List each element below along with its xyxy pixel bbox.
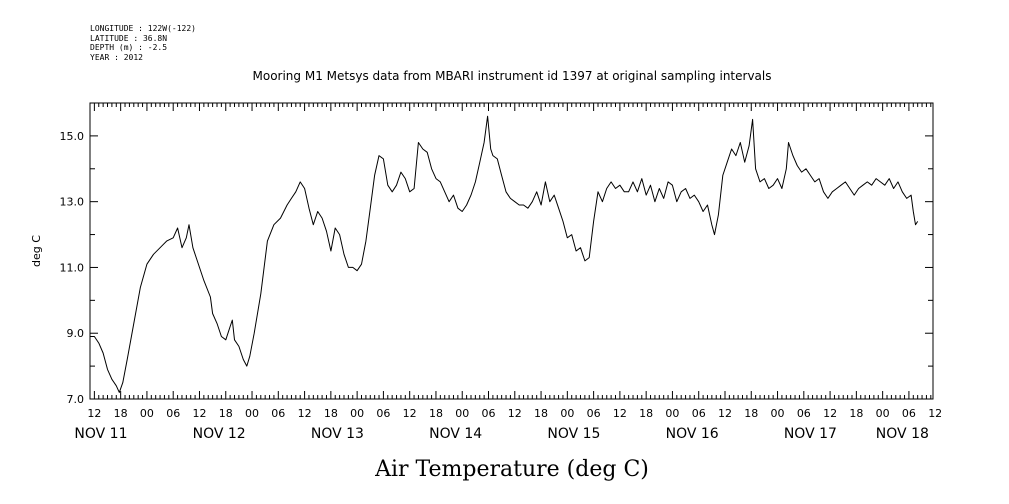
metadata-longitude: LONGITUDE : 122W(-122) — [90, 24, 196, 33]
x-tick-label: 12 — [508, 407, 522, 420]
x-tick-label: 12 — [928, 407, 942, 420]
day-label: NOV 15 — [547, 426, 600, 442]
day-label: NOV 18 — [876, 426, 929, 442]
x-tick-label: 18 — [744, 407, 758, 420]
day-label: NOV 16 — [666, 426, 719, 442]
y-tick-label: 9.0 — [67, 327, 85, 340]
x-tick-label: 06 — [587, 407, 601, 420]
y-axis-label: deg C — [30, 235, 43, 267]
x-tick-label: 18 — [429, 407, 443, 420]
metadata-block: LONGITUDE : 122W(-122) LATITUDE : 36.8N … — [90, 24, 196, 62]
x-tick-label: 06 — [692, 407, 706, 420]
y-tick-label: 15.0 — [60, 130, 85, 143]
x-tick-label: 18 — [219, 407, 233, 420]
y-tick-label: 11.0 — [60, 261, 85, 274]
x-tick-label: 12 — [403, 407, 417, 420]
x-tick-label: 18 — [324, 407, 338, 420]
x-tick-label: 12 — [613, 407, 627, 420]
day-label: NOV 17 — [784, 426, 837, 442]
x-tick-label: 12 — [823, 407, 837, 420]
metadata-latitude: LATITUDE : 36.8N — [90, 34, 167, 43]
x-tick-label: 00 — [455, 407, 469, 420]
x-tick-label: 00 — [876, 407, 890, 420]
day-label: NOV 14 — [429, 426, 482, 442]
x-tick-label: 00 — [350, 407, 364, 420]
x-tick-label: 18 — [534, 407, 548, 420]
x-tick-label: 00 — [560, 407, 574, 420]
day-label: NOV 12 — [193, 426, 246, 442]
y-tick-label: 13.0 — [60, 196, 85, 209]
metadata-depth: DEPTH (m) : -2.5 — [90, 43, 167, 52]
series-line — [90, 115, 919, 393]
day-label: NOV 13 — [311, 426, 364, 442]
x-tick-label: 12 — [718, 407, 732, 420]
x-axis-title: Air Temperature (deg C) — [374, 457, 649, 482]
x-tick-label: 18 — [639, 407, 653, 420]
series-layer — [90, 115, 919, 393]
x-tick-label: 18 — [114, 407, 128, 420]
x-tick-label: 06 — [902, 407, 916, 420]
x-axis: 12 18 00 06 12 18 00 06 12 18 00 06 12 18 00 06 12 18 00 06… — [74, 103, 942, 442]
y-tick-label: 7.0 — [67, 393, 85, 406]
x-tick-label: 18 — [849, 407, 863, 420]
chart-title: Mooring M1 Metsys data from MBARI instru… — [253, 69, 772, 83]
x-tick-label: 12 — [298, 407, 312, 420]
x-tick-label: 06 — [376, 407, 390, 420]
metadata-year: YEAR : 2012 — [90, 53, 143, 62]
x-tick-label: 06 — [797, 407, 811, 420]
x-tick-label: 06 — [271, 407, 285, 420]
x-tick-label: 06 — [166, 407, 180, 420]
x-tick-label: 12 — [192, 407, 206, 420]
x-tick-label: 00 — [665, 407, 679, 420]
plot-frame — [89, 102, 934, 400]
x-tick-label: 06 — [482, 407, 496, 420]
x-tick-label: 00 — [140, 407, 154, 420]
x-tick-label: 12 — [87, 407, 101, 420]
y-axis: 7.0 9.0 11.0 13.0 15.0 — [60, 102, 933, 406]
day-label: NOV 11 — [74, 426, 127, 442]
x-tick-label: 00 — [245, 407, 259, 420]
x-tick-label: 00 — [771, 407, 785, 420]
